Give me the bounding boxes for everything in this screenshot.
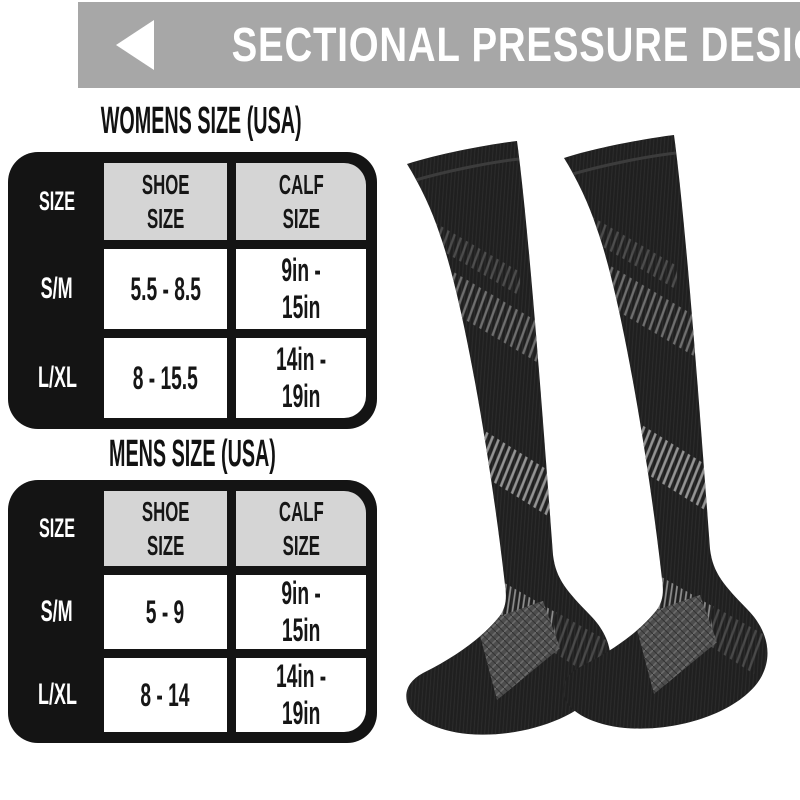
mens-sm-calf: 9in - 15in	[235, 575, 366, 649]
mens-lxl-calf: 14in - 19in	[235, 658, 366, 732]
womens-size-table: SIZE SHOE SIZE CALF SIZE S/M 5.5 - 8.5 9…	[8, 152, 377, 429]
mens-size-table: SIZE SHOE SIZE CALF SIZE S/M 5 - 9 9in -…	[8, 480, 377, 743]
mens-header-shoe: SHOE SIZE	[104, 491, 227, 566]
womens-header-size: SIZE	[38, 186, 75, 216]
womens-sm-shoe: 5.5 - 8.5	[104, 249, 227, 329]
compression-socks-image	[406, 108, 800, 760]
womens-lxl-shoe: 8 - 15.5	[104, 338, 227, 418]
mens-table-title: MENS SIZE (USA)	[109, 433, 276, 475]
mens-header-calf: CALF SIZE	[235, 491, 366, 566]
womens-row-lxl-label: L/XL	[37, 361, 77, 394]
banner: SECTIONAL PRESSURE DESIGN	[78, 2, 800, 88]
mens-row-sm-label: S/M	[40, 595, 74, 628]
mens-header-size: SIZE	[38, 513, 75, 543]
womens-lxl-calf: 14in - 19in	[235, 338, 366, 418]
womens-sm-calf: 9in - 15in	[235, 249, 366, 329]
sock-cuff-seam	[408, 157, 520, 184]
womens-table-title: WOMENS SIZE (USA)	[100, 100, 302, 142]
mens-row-lxl-label: L/XL	[37, 678, 77, 711]
womens-header-calf: CALF SIZE	[235, 163, 366, 240]
left-arrow-icon	[116, 20, 154, 70]
mens-lxl-shoe: 8 - 14	[104, 658, 227, 732]
womens-row-sm-label: S/M	[40, 272, 74, 305]
mens-sm-shoe: 5 - 9	[104, 575, 227, 649]
womens-header-shoe: SHOE SIZE	[104, 163, 227, 240]
banner-title: SECTIONAL PRESSURE DESIGN	[231, 18, 800, 72]
